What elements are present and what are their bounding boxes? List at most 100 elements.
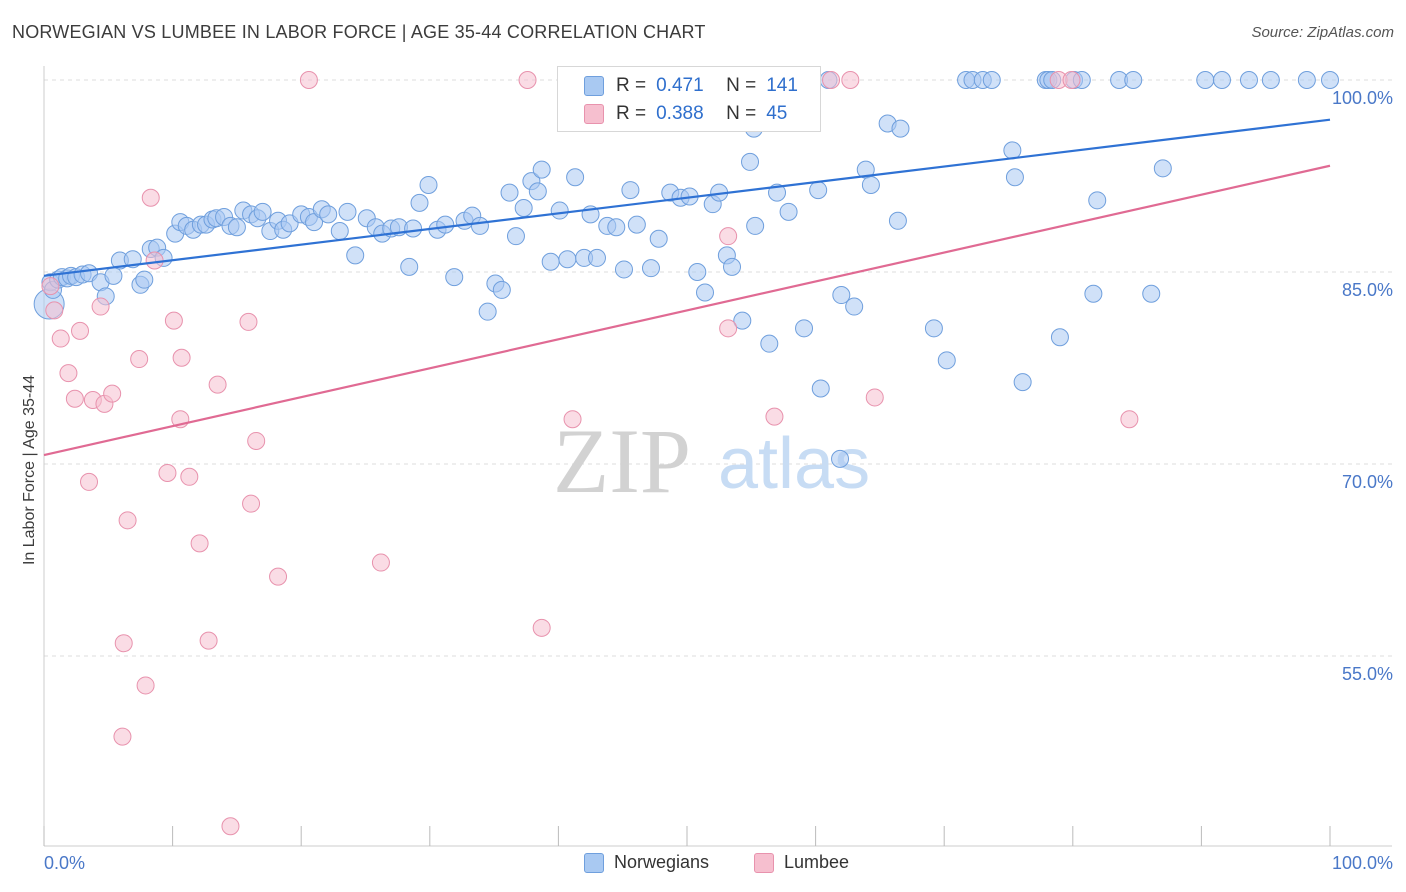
point-norwegians bbox=[1003, 141, 1022, 160]
x-tick-label: 100.0% bbox=[1332, 853, 1393, 873]
point-lumbee bbox=[208, 375, 227, 394]
tick-labels: 55.0% 70.0% 85.0% 100.0% 0.0% 100.0% bbox=[44, 88, 1393, 873]
point-lumbee bbox=[80, 472, 99, 491]
point-lumbee bbox=[239, 312, 258, 331]
point-lumbee bbox=[59, 364, 78, 383]
point-norwegians bbox=[566, 168, 585, 187]
point-lumbee bbox=[299, 71, 318, 89]
trend-lines bbox=[43, 118, 1331, 457]
point-norwegians bbox=[541, 252, 560, 271]
point-norwegians bbox=[688, 263, 707, 281]
point-norwegians bbox=[1297, 71, 1316, 89]
legend-r-value-norwegians: 0.471 bbox=[656, 75, 704, 96]
legend-n-label: N = bbox=[726, 103, 757, 124]
grid-lines bbox=[44, 79, 1392, 657]
point-lumbee bbox=[164, 311, 183, 330]
trend-line-norwegians bbox=[43, 118, 1331, 277]
point-lumbee bbox=[1120, 410, 1139, 429]
point-norwegians bbox=[1261, 71, 1280, 89]
bottom-legend-swatch-lumbee bbox=[754, 852, 774, 873]
point-norwegians bbox=[741, 152, 760, 171]
point-norwegians bbox=[649, 229, 668, 248]
point-norwegians bbox=[436, 215, 455, 234]
point-lumbee bbox=[371, 553, 390, 572]
point-norwegians bbox=[478, 302, 497, 321]
point-norwegians bbox=[346, 246, 365, 265]
point-norwegians bbox=[760, 334, 779, 353]
legend-r-label: R = bbox=[616, 103, 647, 124]
point-norwegians bbox=[330, 222, 349, 241]
point-norwegians bbox=[135, 270, 154, 289]
point-norwegians bbox=[404, 219, 423, 238]
point-lumbee bbox=[221, 817, 240, 836]
series-lumbee bbox=[41, 71, 1139, 836]
legend-box: R = 0.471 N = 141 R = 0.388 N = 45 bbox=[557, 66, 821, 132]
legend-n-value-norwegians: 141 bbox=[766, 75, 798, 96]
point-norwegians bbox=[587, 248, 606, 267]
point-norwegians bbox=[696, 283, 715, 302]
point-norwegians bbox=[500, 183, 519, 202]
point-lumbee bbox=[158, 463, 177, 482]
point-norwegians bbox=[1196, 71, 1215, 89]
point-norwegians bbox=[1084, 284, 1103, 303]
point-norwegians bbox=[845, 297, 864, 316]
watermark: ZIP atlas bbox=[553, 410, 870, 512]
point-norwegians bbox=[723, 257, 742, 276]
point-norwegians bbox=[1142, 284, 1161, 303]
point-norwegians bbox=[831, 449, 850, 468]
point-norwegians bbox=[514, 199, 533, 217]
point-norwegians bbox=[621, 181, 640, 200]
point-lumbee bbox=[563, 410, 582, 429]
point-lumbee bbox=[65, 389, 84, 408]
point-norwegians bbox=[470, 216, 489, 235]
point-norwegians bbox=[861, 175, 880, 194]
legend-r-label: R = bbox=[616, 75, 647, 96]
y-tick-label: 85.0% bbox=[1342, 280, 1393, 300]
point-norwegians bbox=[1088, 191, 1107, 210]
point-norwegians bbox=[400, 257, 419, 276]
point-lumbee bbox=[51, 329, 70, 348]
point-norwegians bbox=[410, 193, 429, 212]
point-lumbee bbox=[765, 407, 784, 426]
point-norwegians bbox=[445, 268, 464, 287]
chart-title: NORWEGIAN VS LUMBEE IN LABOR FORCE | AGE… bbox=[12, 22, 706, 42]
legend-r-value-lumbee: 0.388 bbox=[656, 103, 704, 124]
point-norwegians bbox=[832, 286, 851, 305]
y-tick-label: 70.0% bbox=[1342, 472, 1393, 492]
point-norwegians bbox=[1153, 159, 1172, 178]
point-norwegians bbox=[253, 202, 272, 221]
point-norwegians bbox=[1212, 71, 1231, 89]
point-lumbee bbox=[141, 188, 160, 207]
point-lumbee bbox=[719, 319, 738, 338]
x-tick-label: 0.0% bbox=[44, 853, 85, 873]
point-lumbee bbox=[114, 634, 133, 653]
point-lumbee bbox=[145, 251, 164, 270]
legend-n-label: N = bbox=[726, 75, 757, 96]
point-lumbee bbox=[45, 301, 64, 320]
point-norwegians bbox=[492, 280, 511, 299]
point-norwegians bbox=[1013, 373, 1032, 392]
point-lumbee bbox=[518, 71, 537, 89]
point-lumbee bbox=[247, 431, 266, 450]
point-norwegians bbox=[338, 202, 357, 221]
point-norwegians bbox=[1124, 71, 1143, 89]
point-norwegians bbox=[937, 351, 956, 370]
legend-row-norwegians: R = 0.471 N = 141 bbox=[584, 73, 798, 99]
series-norwegians bbox=[33, 71, 1339, 468]
point-lumbee bbox=[532, 618, 551, 637]
point-norwegians bbox=[419, 175, 438, 194]
point-norwegians bbox=[891, 119, 910, 138]
point-norwegians bbox=[982, 71, 1001, 89]
point-norwegians bbox=[627, 215, 646, 234]
point-norwegians bbox=[733, 311, 752, 330]
point-norwegians bbox=[532, 160, 551, 179]
point-norwegians bbox=[1321, 71, 1339, 89]
bottom-legend-swatch-norwegians bbox=[584, 852, 604, 873]
legend-row-lumbee: R = 0.388 N = 45 bbox=[584, 101, 787, 127]
point-norwegians bbox=[550, 201, 569, 220]
point-norwegians bbox=[795, 319, 814, 338]
point-lumbee bbox=[1062, 71, 1081, 89]
y-tick-label: 55.0% bbox=[1342, 664, 1393, 684]
point-norwegians bbox=[319, 205, 338, 224]
point-norwegians bbox=[1050, 328, 1069, 347]
